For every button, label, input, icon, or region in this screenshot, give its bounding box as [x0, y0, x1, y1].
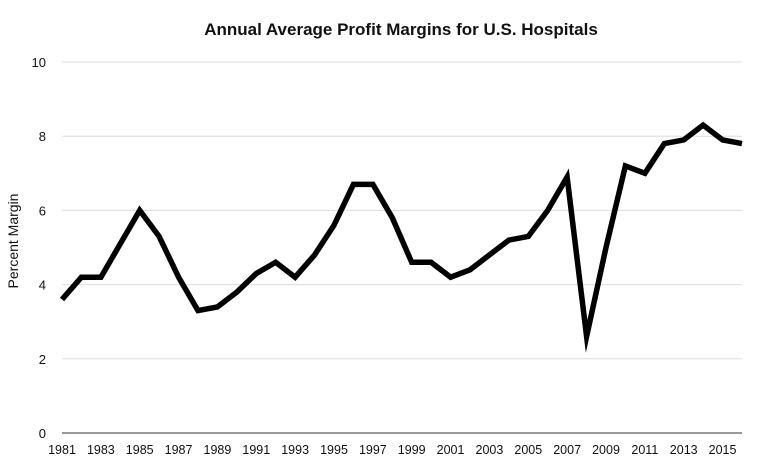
data-point-2005	[528, 236, 529, 237]
y-tick-labels: 0 2 4 6 8 10	[32, 55, 46, 441]
data-point-1981	[62, 299, 63, 300]
data-points	[62, 125, 743, 337]
data-point-2000	[431, 262, 432, 263]
x-tick-label: 1983	[87, 443, 115, 457]
data-point-1998	[392, 217, 393, 218]
x-tick-label: 1985	[126, 443, 154, 457]
gridlines	[62, 61, 742, 434]
x-tick-label: 2009	[592, 443, 620, 457]
y-tick-label: 10	[32, 55, 46, 70]
data-point-2016	[742, 143, 743, 144]
data-point-2015	[722, 139, 723, 140]
x-tick-label: 1987	[165, 443, 193, 457]
data-point-2009	[606, 247, 607, 248]
data-point-1984	[120, 243, 121, 244]
x-tick-label: 1991	[242, 443, 270, 457]
data-point-1986	[159, 236, 160, 237]
x-tick-label: 2003	[476, 443, 504, 457]
data-point-2006	[547, 210, 548, 211]
y-tick-label: 2	[39, 352, 46, 367]
x-tick-label: 2005	[514, 443, 542, 457]
y-tick-label: 0	[39, 426, 46, 441]
data-point-2011	[644, 173, 645, 174]
data-point-1989	[217, 306, 218, 307]
data-point-2014	[703, 125, 704, 126]
data-point-2012	[664, 143, 665, 144]
x-tick-label: 1981	[48, 443, 76, 457]
x-tick-label: 1997	[359, 443, 387, 457]
data-point-2002	[470, 269, 471, 270]
x-tick-label: 2011	[631, 443, 658, 457]
x-tick-label: 1999	[398, 443, 426, 457]
data-point-2001	[450, 277, 451, 278]
data-point-1982	[81, 277, 82, 278]
data-point-2008	[586, 336, 587, 337]
series-line	[59, 121, 743, 353]
x-tick-label: 2001	[437, 443, 465, 457]
y-tick-label: 8	[39, 129, 46, 144]
x-tick-labels: 1981 1983 1985 1987 1989 1991 1993 1995 1997 1999…	[48, 443, 736, 457]
data-point-2003	[489, 254, 490, 255]
data-point-1991	[256, 273, 257, 274]
data-point-2004	[508, 240, 509, 241]
y-tick-label: 6	[39, 203, 46, 218]
x-tick-label: 2015	[709, 443, 737, 457]
series-polyline	[59, 121, 743, 353]
chart-title: Annual Average Profit Margins for U.S. H…	[204, 20, 598, 39]
data-point-2013	[683, 139, 684, 140]
data-point-1997	[372, 184, 373, 185]
y-tick-label: 4	[39, 278, 46, 293]
data-point-2007	[567, 177, 568, 178]
data-point-1990	[236, 292, 237, 293]
x-tick-label: 1989	[204, 443, 232, 457]
data-point-1996	[353, 184, 354, 185]
x-tick-label: 1993	[281, 443, 309, 457]
data-point-1992	[275, 262, 276, 263]
data-point-1988	[198, 310, 199, 311]
x-tick-label: 2013	[670, 443, 698, 457]
data-point-1985	[139, 210, 140, 211]
data-point-1987	[178, 277, 179, 278]
data-point-1983	[100, 277, 101, 278]
x-tick-label: 1995	[320, 443, 348, 457]
data-point-1993	[295, 277, 296, 278]
data-point-2010	[625, 165, 626, 166]
data-point-1994	[314, 254, 315, 255]
x-tick-label: 2007	[553, 443, 581, 457]
data-point-1999	[411, 262, 412, 263]
data-point-1995	[334, 225, 335, 226]
